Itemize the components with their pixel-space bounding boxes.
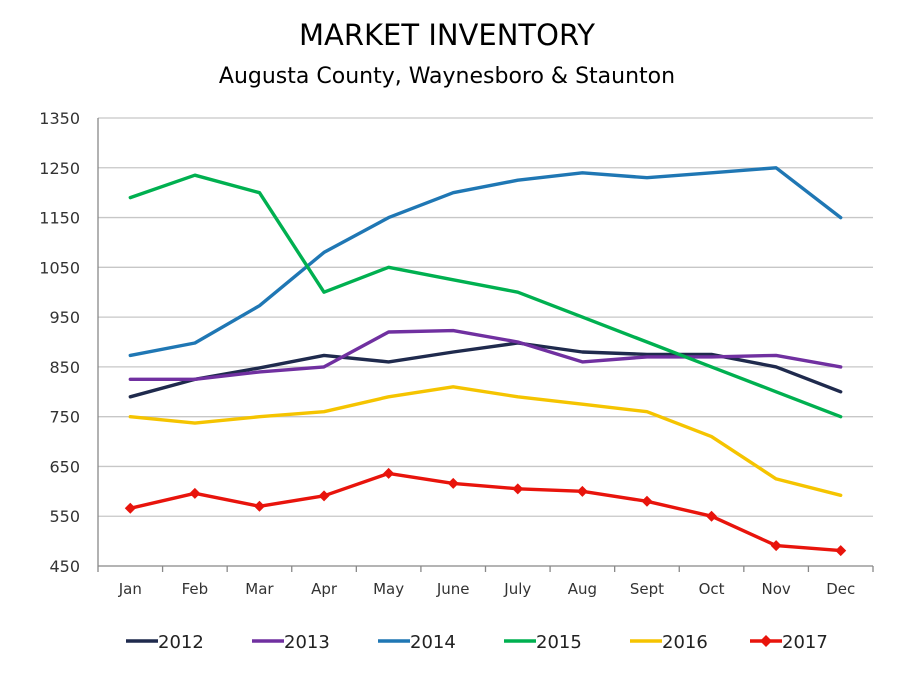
legend-item-2016: 2016	[630, 632, 708, 653]
data-point	[835, 545, 847, 557]
series-lines	[124, 166, 847, 557]
legend-marker	[760, 635, 772, 647]
legend-item-2013: 2013	[252, 632, 330, 653]
series-line-2012	[128, 341, 843, 399]
y-tick-label: 850	[49, 358, 80, 377]
series-line-2017	[128, 471, 843, 553]
y-tick-label: 1350	[39, 109, 80, 128]
legend-label: 2015	[536, 632, 582, 653]
legend-label: 2013	[284, 632, 330, 653]
legend-label: 2014	[410, 632, 456, 653]
series-line-2015	[128, 173, 843, 419]
series-2015	[128, 173, 843, 419]
x-tick-label: Mar	[245, 580, 274, 598]
data-point	[383, 467, 395, 479]
series-2014	[128, 166, 843, 358]
x-tick-label: Dec	[826, 580, 855, 598]
chart-subtitle: Augusta County, Waynesboro & Staunton	[219, 64, 675, 89]
series-2017	[124, 467, 847, 557]
data-point	[770, 540, 782, 552]
legend-label: 2016	[662, 632, 708, 653]
data-point	[641, 495, 653, 507]
series-2012	[128, 341, 843, 399]
x-tick-label: July	[503, 580, 531, 598]
series-line-2016	[128, 385, 843, 497]
y-tick-label: 950	[49, 308, 80, 327]
y-tick-label: 1050	[39, 258, 80, 277]
legend-item-2014: 2014	[378, 632, 456, 653]
data-point	[124, 502, 136, 514]
x-axis-ticks: Jan Feb Mar Apr May June July Aug Sept Oct Nov Dec	[97, 566, 874, 598]
legend-item-2012: 2012	[126, 632, 204, 653]
data-point	[318, 490, 330, 502]
x-tick-label: Aug	[568, 580, 597, 598]
series-2016	[128, 385, 843, 497]
data-point	[253, 500, 265, 512]
y-axis-ticks: 450 550 650 750 850 950 1050 1150 1250 1350	[39, 109, 80, 576]
legend-item-2015: 2015	[504, 632, 582, 653]
chart-title: MARKET INVENTORY	[299, 18, 595, 52]
data-point	[706, 510, 718, 522]
series-2013	[128, 328, 843, 381]
y-tick-label: 750	[49, 408, 80, 427]
legend-item-2017: 2017	[750, 632, 828, 653]
data-point	[576, 485, 588, 497]
x-tick-label: May	[373, 580, 404, 598]
legend-label: 2012	[158, 632, 204, 653]
y-tick-label: 450	[49, 557, 80, 576]
legend-label: 2017	[782, 632, 828, 653]
y-tick-label: 1150	[39, 209, 80, 228]
x-tick-label: June	[436, 580, 470, 598]
x-tick-label: Jan	[118, 580, 142, 598]
series-line-2013	[128, 328, 843, 381]
y-tick-label: 650	[49, 457, 80, 476]
data-point	[512, 483, 524, 495]
x-tick-label: Oct	[699, 580, 725, 598]
y-tick-label: 1250	[39, 159, 80, 178]
legend: 2012 2013 2014 2015 2016 2017	[126, 632, 828, 653]
x-tick-label: Feb	[182, 580, 209, 598]
x-tick-label: Apr	[311, 580, 338, 598]
series-line-2014	[128, 166, 843, 358]
data-point	[447, 477, 459, 489]
x-tick-label: Sept	[630, 580, 664, 598]
data-point	[189, 487, 201, 499]
y-tick-label: 550	[49, 507, 80, 526]
x-tick-label: Nov	[761, 580, 790, 598]
